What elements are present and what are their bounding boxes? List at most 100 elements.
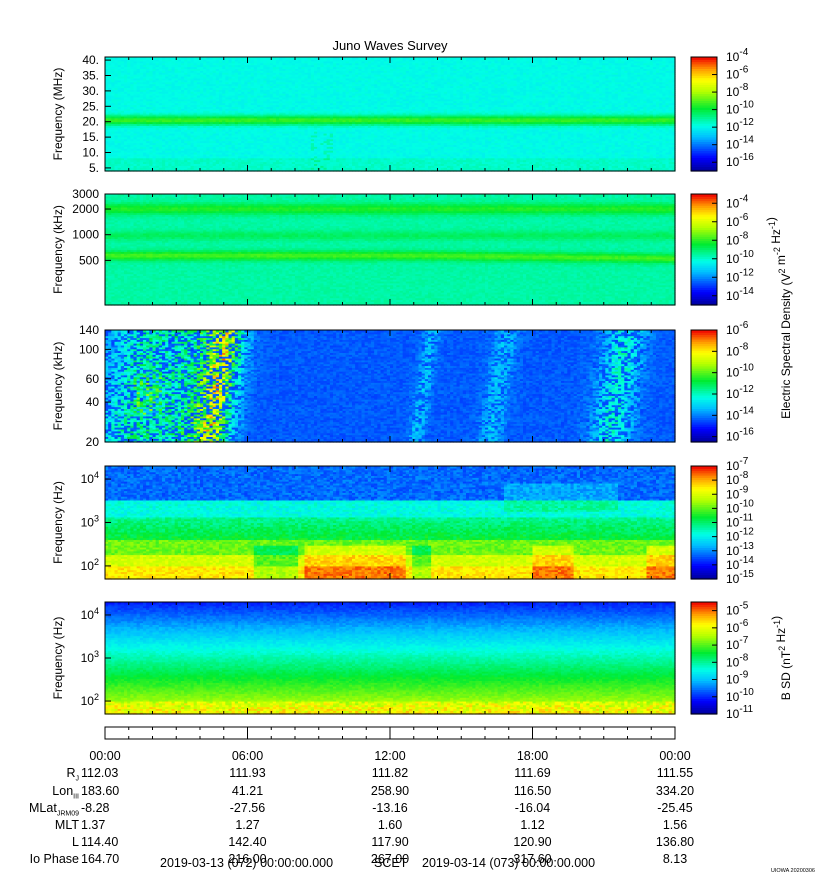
heatmap-cell xyxy=(139,119,144,123)
heatmap-cell xyxy=(203,150,207,153)
heatmap-cell xyxy=(105,77,109,81)
heatmap-cell xyxy=(146,117,150,121)
heatmap-cell xyxy=(181,83,185,87)
heatmap-cell xyxy=(130,161,135,164)
heatmap-cell xyxy=(120,144,125,147)
heatmap-cell xyxy=(136,62,141,66)
heatmap-cell xyxy=(139,148,144,151)
heatmap-cell xyxy=(111,81,116,85)
heatmap-cell xyxy=(117,102,122,106)
heatmap-cell xyxy=(187,81,192,85)
heatmap-cell xyxy=(187,62,192,66)
heatmap-cell xyxy=(162,114,166,117)
heatmap-cell xyxy=(105,110,109,113)
heatmap-cell xyxy=(155,77,160,81)
heatmap-cell xyxy=(120,127,125,130)
heatmap-cell xyxy=(108,91,112,94)
heatmap-cell xyxy=(171,150,176,153)
heatmap-cell xyxy=(143,95,147,98)
heatmap-cell xyxy=(114,62,119,66)
heatmap-cell xyxy=(111,104,116,107)
heatmap-cell xyxy=(181,104,185,107)
heatmap-cell xyxy=(162,167,166,170)
heatmap-cell xyxy=(146,64,150,68)
heatmap-cell xyxy=(155,165,160,168)
heatmap-cell xyxy=(181,142,185,145)
heatmap-cell xyxy=(155,136,160,140)
heatmap-cell xyxy=(127,123,131,126)
heatmap-cell xyxy=(136,98,141,102)
heatmap-cell xyxy=(184,62,188,66)
heatmap-cell xyxy=(162,89,166,92)
heatmap-cell xyxy=(146,93,150,96)
heatmap-cell xyxy=(181,155,185,159)
heatmap-cell xyxy=(108,144,112,147)
heatmap-cell xyxy=(168,129,173,132)
heatmap-cell xyxy=(139,70,144,73)
heatmap-cell xyxy=(184,136,188,140)
heatmap-cell xyxy=(111,159,116,163)
heatmap-cell xyxy=(111,119,116,123)
heatmap-cell xyxy=(168,95,173,98)
heatmap-cell xyxy=(158,129,163,132)
heatmap-cell xyxy=(168,108,173,111)
heatmap-cell xyxy=(200,123,204,126)
heatmap-cell xyxy=(143,110,147,113)
heatmap-cell xyxy=(155,123,160,126)
heatmap-cell xyxy=(177,167,182,170)
heatmap-cell xyxy=(146,169,150,172)
heatmap-cell xyxy=(196,77,201,81)
heatmap-cell xyxy=(162,110,166,113)
heatmap-cell xyxy=(177,121,182,125)
heatmap-cell xyxy=(120,138,125,142)
heatmap-cell xyxy=(130,163,135,166)
heatmap-cell xyxy=(193,169,198,172)
heatmap-cell xyxy=(143,64,147,68)
heatmap-cell xyxy=(171,134,176,138)
heatmap-cell xyxy=(168,115,173,119)
heatmap-cell xyxy=(174,60,179,64)
heatmap-cell xyxy=(114,110,119,113)
heatmap-cell xyxy=(133,66,138,69)
heatmap-cell xyxy=(149,127,154,130)
heatmap-cell xyxy=(174,140,179,144)
heatmap-cell xyxy=(117,127,122,130)
heatmap-cell xyxy=(111,93,116,96)
heatmap-cell xyxy=(105,119,109,123)
heatmap-cell xyxy=(136,110,141,113)
heatmap-cell xyxy=(127,150,131,153)
heatmap-cell xyxy=(184,100,188,104)
heatmap-cell xyxy=(190,64,195,68)
heatmap-cell xyxy=(152,153,157,157)
heatmap-cell xyxy=(171,129,176,132)
heatmap-cell xyxy=(203,133,207,136)
heatmap-cell xyxy=(127,83,131,87)
heatmap-cell xyxy=(117,163,122,166)
heatmap-cell xyxy=(111,165,116,168)
heatmap-cell xyxy=(149,64,154,68)
heatmap-cell xyxy=(193,58,198,62)
heatmap-cell xyxy=(184,98,188,102)
heatmap-cell xyxy=(162,148,166,151)
heatmap-cell xyxy=(149,153,154,157)
heatmap-cell xyxy=(155,127,160,130)
heatmap-cell xyxy=(187,100,192,104)
heatmap-cell xyxy=(133,134,138,138)
heatmap-cell xyxy=(187,163,192,166)
heatmap-cell xyxy=(196,152,201,155)
heatmap-cell xyxy=(143,131,147,134)
heatmap-cell xyxy=(184,68,188,71)
heatmap-cell xyxy=(146,161,150,164)
heatmap-cell xyxy=(177,169,182,172)
heatmap-cell xyxy=(127,161,131,164)
heatmap-cell xyxy=(143,98,147,102)
heatmap-cell xyxy=(124,112,128,115)
heatmap-cell xyxy=(105,70,109,73)
heatmap-cell xyxy=(196,70,201,73)
heatmap-cell xyxy=(105,115,109,119)
heatmap-cell xyxy=(149,165,154,168)
heatmap-cell xyxy=(181,100,185,104)
heatmap-cell xyxy=(130,167,135,170)
heatmap-cell xyxy=(200,142,204,145)
heatmap-cell xyxy=(149,169,154,172)
